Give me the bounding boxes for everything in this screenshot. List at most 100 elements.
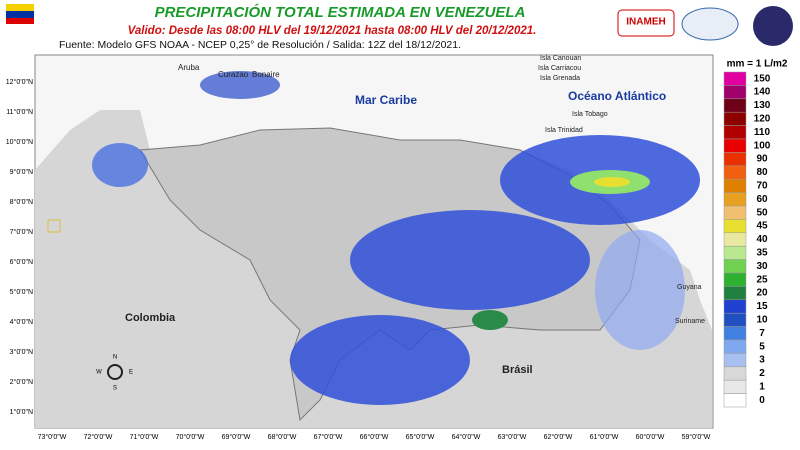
legend-label: 45 [756, 221, 768, 232]
logo-text: INAMEH [626, 17, 665, 28]
compass-label: E [129, 370, 133, 376]
legend-label: 120 [754, 114, 771, 125]
country-label: Colombia [125, 312, 176, 324]
legend-swatch [723, 219, 747, 234]
latitude-label: 1°0'0"N [10, 408, 33, 416]
legend-label: 100 [754, 140, 771, 151]
sea-label: Mar Caribe [355, 93, 417, 107]
legend-label: 130 [754, 100, 771, 111]
legend-swatch [723, 299, 747, 314]
legend-label: 25 [756, 274, 768, 285]
rain-area [472, 310, 508, 330]
ocean-label: Océano Atlántico [568, 89, 666, 103]
legend-swatch [723, 98, 747, 113]
legend-label: 1 [759, 382, 765, 393]
legend-swatch [723, 339, 747, 354]
rain-area [200, 71, 280, 99]
rain-area [290, 315, 470, 405]
place-label: Isla Carriacou [538, 65, 581, 72]
title: PRECIPITACIÓN TOTAL ESTIMADA EN VENEZUEL… [155, 3, 526, 21]
legend-label: 70 [756, 181, 768, 192]
compass-label: S [113, 386, 117, 392]
rain-area [350, 210, 590, 310]
place-label: Suriname [675, 318, 705, 325]
legend-label: 15 [756, 301, 768, 312]
latitude-label: 11°0'0"N [6, 108, 33, 116]
compass-ring [107, 364, 123, 380]
place-label: Curazao [218, 70, 249, 79]
rain-area [594, 177, 630, 187]
legend-swatch [723, 286, 747, 301]
flag [6, 11, 34, 18]
rain-area [595, 230, 685, 350]
longitude-label: 64°0'0"W [452, 433, 481, 441]
longitude-label: 60°0'0"W [636, 433, 665, 441]
compass-label: W [96, 370, 102, 376]
legend-label: 10 [756, 315, 768, 326]
latitude-label: 7°0'0"N [10, 228, 33, 236]
legend-swatch [723, 205, 747, 220]
latitude-label: 3°0'0"N [10, 348, 33, 356]
legend-swatch [723, 152, 747, 167]
latitude-label: 8°0'0"N [10, 198, 33, 206]
legend-label: 60 [756, 194, 768, 205]
country-label: Brásil [502, 364, 533, 376]
legend-label: 50 [756, 207, 768, 218]
legend-label: 40 [756, 234, 768, 245]
legend-swatch [723, 71, 747, 86]
place-label: Isla Trinidad [545, 127, 583, 134]
compass: N S E W [96, 355, 133, 392]
legend-label: 30 [756, 261, 768, 272]
legend-label: 35 [756, 248, 768, 259]
longitude-label: 72°0'0"W [84, 433, 113, 441]
longitude-label: 71°0'0"W [130, 433, 159, 441]
longitude-label: 67°0'0"W [314, 433, 343, 441]
subtitle: Valido: Desde las 08:00 HLV del 19/12/20… [128, 25, 537, 37]
legend-swatch [723, 366, 747, 381]
legend-swatch [723, 393, 747, 408]
legend-title: mm = 1 L/m2 [727, 59, 788, 70]
legend-swatch [723, 312, 747, 327]
longitude-label: 63°0'0"W [498, 433, 527, 441]
place-label: Isla Tobago [572, 111, 608, 118]
legend-label: 140 [754, 87, 771, 98]
longitude-label: 62°0'0"W [544, 433, 573, 441]
legend-label: 150 [754, 73, 771, 84]
legend-swatch [723, 379, 747, 394]
rain-area [92, 143, 148, 187]
latitude-label: 10°0'0"N [6, 138, 33, 146]
compass-label: N [113, 355, 117, 361]
longitude-label: 59°0'0"W [682, 433, 711, 441]
legend-label: 80 [756, 167, 768, 178]
legend-swatch [723, 138, 747, 153]
legend-label: 110 [754, 127, 771, 138]
longitude-label: 69°0'0"W [222, 433, 251, 441]
place-label: Isla Canouan [540, 55, 581, 62]
place-label: Guyana [677, 284, 702, 291]
legend-label: 5 [759, 341, 765, 352]
legend-label: 90 [756, 154, 768, 165]
legend-swatch [723, 165, 747, 180]
legend-swatch [723, 326, 747, 341]
legend-label: 7 [759, 328, 765, 339]
legend-label: 3 [759, 355, 765, 366]
longitude-label: 68°0'0"W [268, 433, 297, 441]
legend-swatch [723, 125, 747, 140]
legend-swatch [723, 272, 747, 287]
legend-swatch [723, 353, 747, 368]
legend-swatch [723, 259, 747, 274]
latitude-label: 12°0'0"N [6, 78, 33, 86]
latitude-label: 4°0'0"N [10, 318, 33, 326]
flag [6, 18, 34, 24]
legend-swatch [723, 192, 747, 207]
latitude-label: 6°0'0"N [10, 258, 33, 266]
map [34, 54, 714, 429]
place-label: Aruba [178, 63, 200, 72]
legend-swatch [723, 245, 747, 260]
longitude-label: 66°0'0"W [360, 433, 389, 441]
legend-swatch [723, 178, 747, 193]
longitude-label: 61°0'0"W [590, 433, 619, 441]
latitude-label: 9°0'0"N [10, 168, 33, 176]
longitude-label: 70°0'0"W [176, 433, 205, 441]
